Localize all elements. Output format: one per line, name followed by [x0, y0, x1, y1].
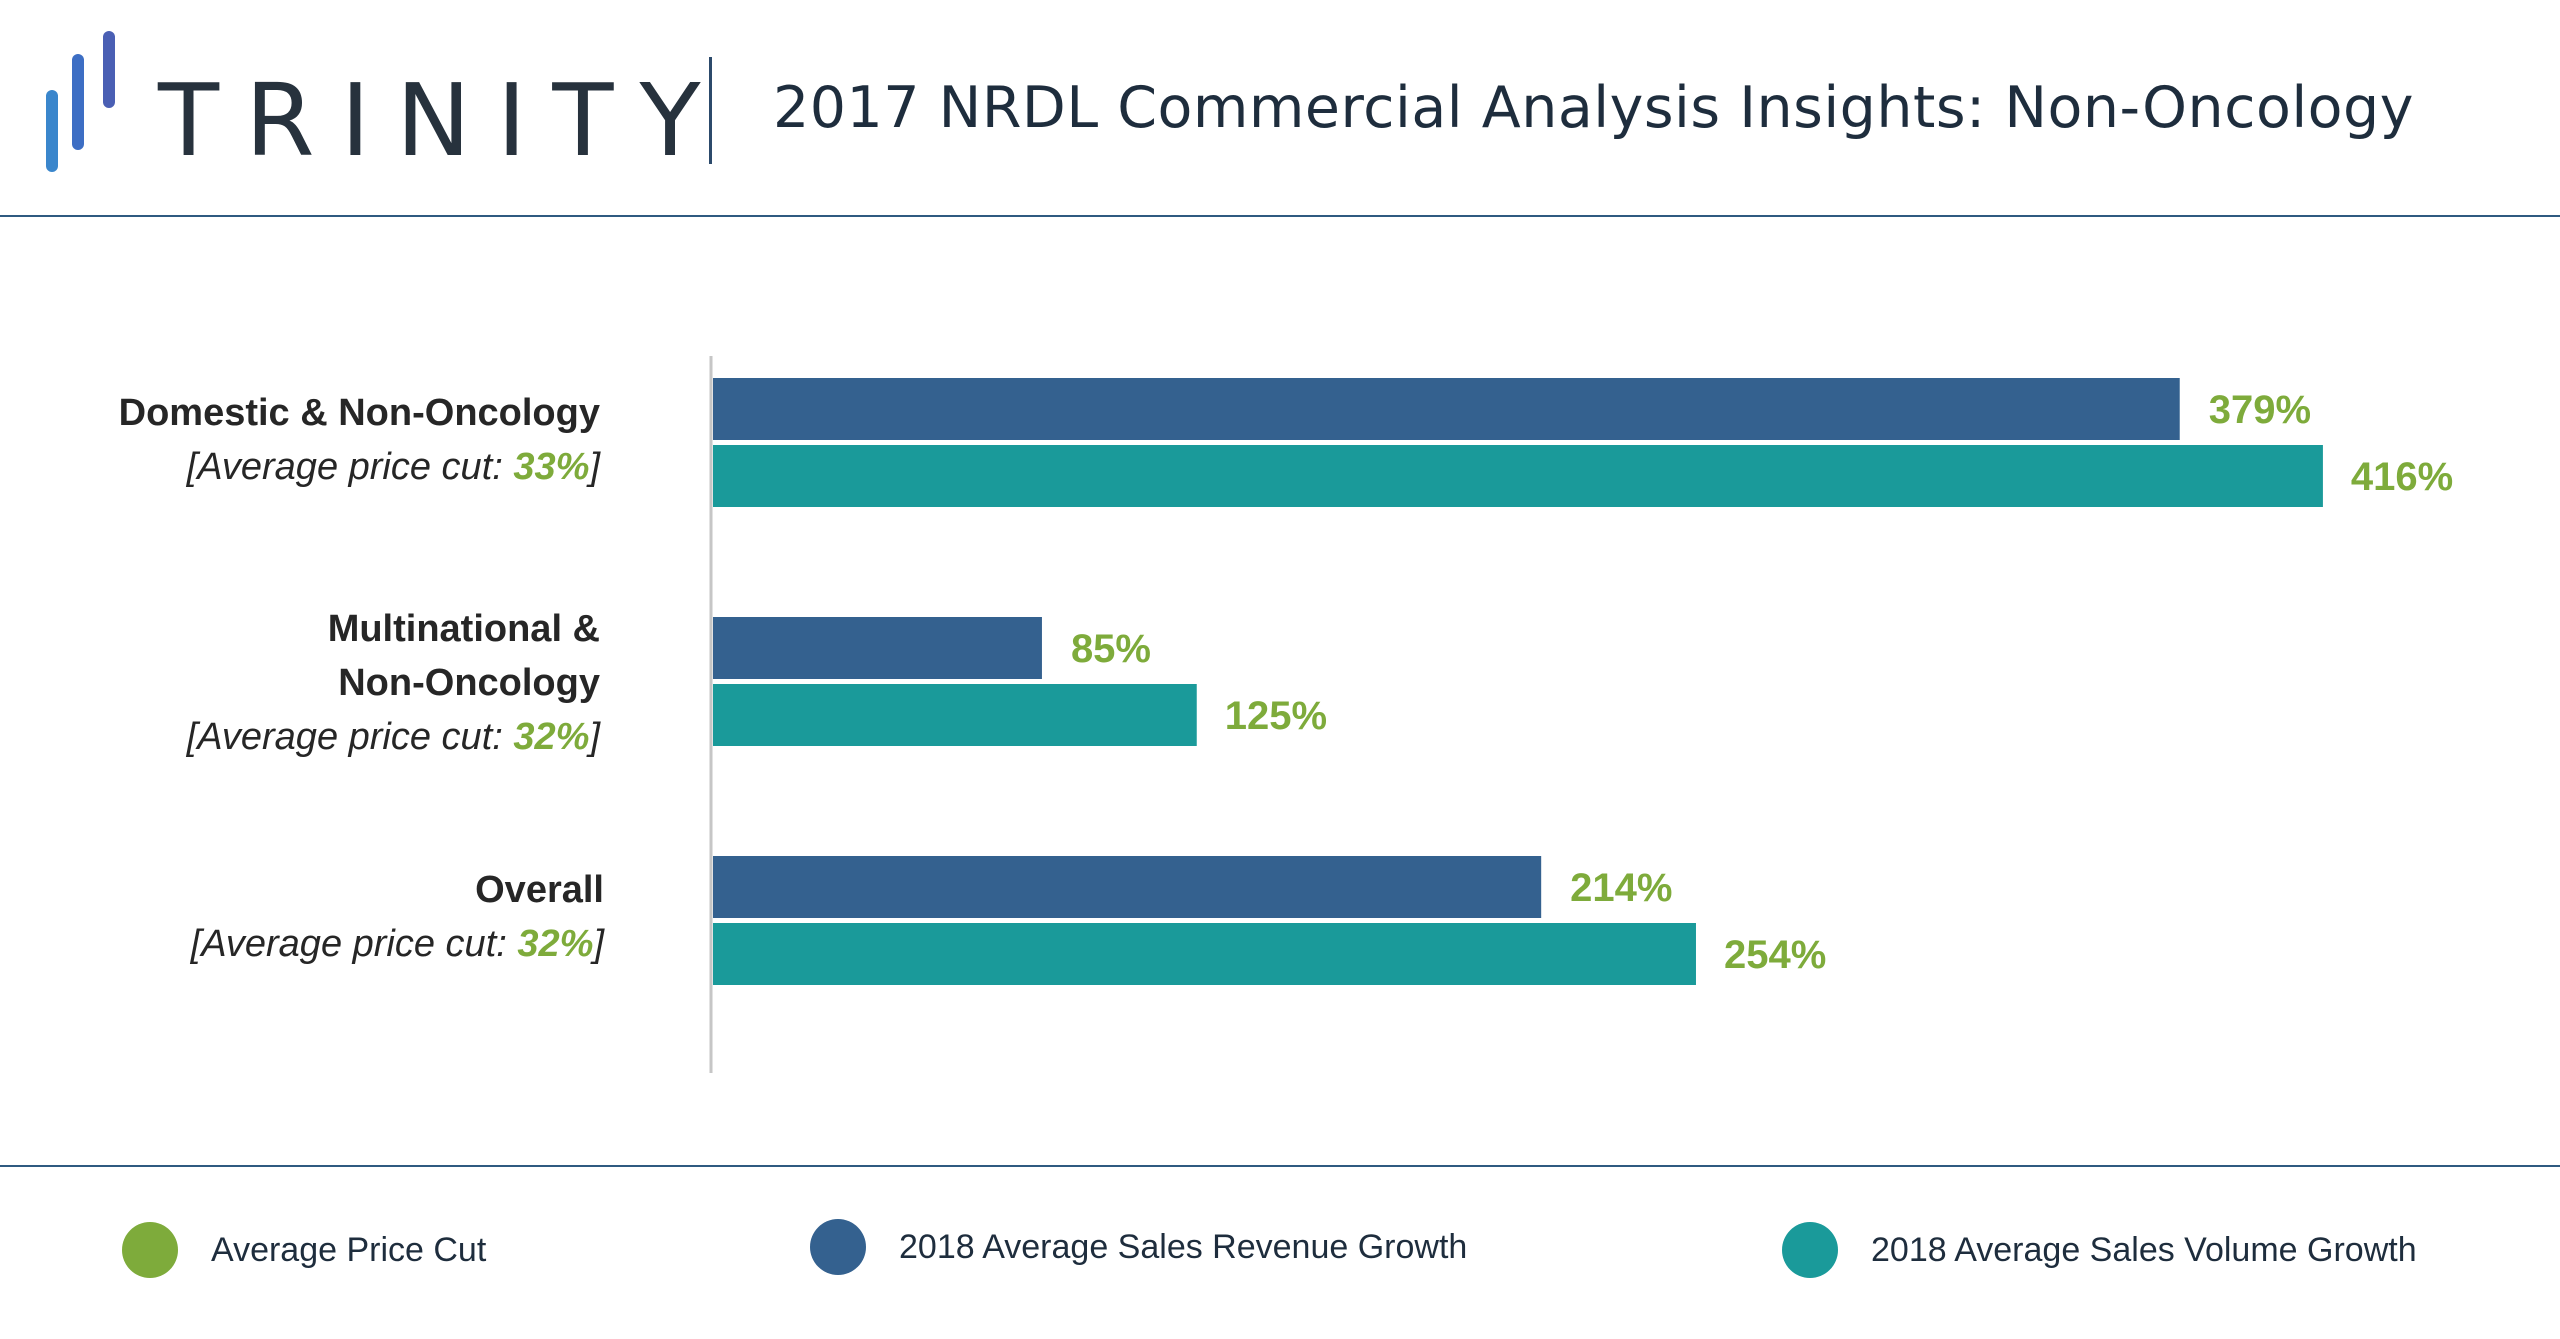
- legend-dot-icon: [122, 1222, 178, 1278]
- legend-item-volume-growth: 2018 Average Sales Volume Growth: [1782, 1222, 2417, 1278]
- bar-volume-growth: [713, 923, 1696, 985]
- category-label-multinational: Multinational & Non-Oncology [Average pr…: [187, 602, 600, 764]
- bar-revenue-growth: [713, 378, 2180, 440]
- bar-volume-growth: [713, 445, 2323, 507]
- data-label: 379%: [2209, 388, 2311, 432]
- legend-dot-icon: [810, 1219, 866, 1275]
- legend-item-revenue-growth: 2018 Average Sales Revenue Growth: [810, 1219, 1467, 1275]
- price-cut-value: 33%: [513, 446, 590, 488]
- page-title: 2017 NRDL Commercial Analysis Insights: …: [773, 75, 2414, 141]
- category-name: Domestic & Non-Oncology: [118, 392, 600, 434]
- footer-rule: [0, 1165, 2560, 1167]
- price-cut-prefix: [Average price cut:: [186, 446, 514, 488]
- legend-dot-icon: [1782, 1222, 1838, 1278]
- logo-bar-icon: [103, 31, 115, 108]
- legend-label: Average Price Cut: [211, 1230, 487, 1269]
- bar-volume-growth: [713, 684, 1197, 746]
- price-cut-value: 32%: [517, 923, 594, 965]
- price-cut-suffix: ]: [589, 716, 600, 758]
- legend-label: 2018 Average Sales Revenue Growth: [899, 1227, 1468, 1266]
- price-cut-prefix: [Average price cut:: [190, 923, 518, 965]
- data-label: 416%: [2351, 455, 2453, 499]
- data-label: 214%: [1570, 866, 1672, 910]
- category-label-domestic: Domestic & Non-Oncology [Average price c…: [119, 386, 600, 494]
- price-cut-suffix: ]: [593, 923, 604, 965]
- price-cut-suffix: ]: [589, 446, 600, 488]
- price-cut-prefix: [Average price cut:: [186, 716, 514, 758]
- category-label-overall: Overall [Average price cut: 32%]: [191, 863, 604, 971]
- data-label: 254%: [1724, 933, 1826, 977]
- data-label: 125%: [1225, 694, 1327, 738]
- category-name: Multinational &: [327, 608, 600, 650]
- bar-revenue-growth: [713, 856, 1542, 918]
- price-cut-value: 32%: [513, 716, 590, 758]
- header-rule: [0, 215, 2560, 217]
- logo-bar-icon: [72, 54, 84, 150]
- legend-item-price-cut: Average Price Cut: [122, 1222, 486, 1278]
- trinity-logo: TRINITY: [40, 25, 701, 185]
- category-name: Non-Oncology: [338, 662, 600, 704]
- data-label: 85%: [1071, 627, 1151, 671]
- logo-bar-icon: [46, 90, 58, 172]
- header-divider: [709, 57, 712, 164]
- category-price-cut: [Average price cut: 33%]: [119, 440, 600, 494]
- logo-wordmark: TRINITY: [158, 62, 727, 179]
- category-price-cut: [Average price cut: 32%]: [187, 710, 600, 764]
- category-price-cut: [Average price cut: 32%]: [191, 917, 604, 971]
- bar-revenue-growth: [713, 617, 1042, 679]
- category-name: Overall: [475, 869, 604, 911]
- legend-label: 2018 Average Sales Volume Growth: [1871, 1230, 2417, 1269]
